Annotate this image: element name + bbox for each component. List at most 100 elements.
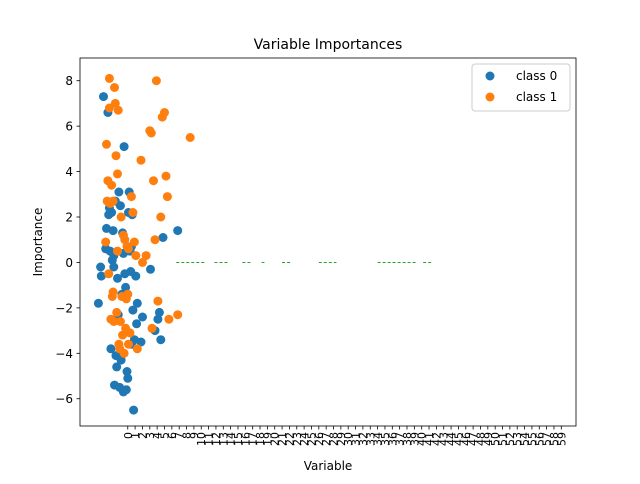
point-class0 [106, 344, 116, 354]
axes-frame [79, 57, 577, 427]
point-class1 [162, 192, 172, 202]
point-class0 [131, 271, 141, 281]
point-class1 [160, 108, 169, 117]
x-tick-label: 45 [452, 432, 465, 446]
y-tick-label: 0 [65, 256, 73, 270]
point-class1 [147, 323, 157, 333]
x-tick-label: 46 [460, 432, 473, 446]
point-class1 [138, 257, 147, 267]
x-tick-label: 54 [519, 432, 532, 446]
x-tick-label: 22 [283, 432, 296, 446]
y-tick-label: 8 [65, 74, 73, 88]
point-class0 [121, 282, 131, 292]
x-tick-label: 2 [136, 432, 149, 439]
point-class1 [149, 176, 158, 186]
point-class0 [119, 142, 129, 152]
point-class0 [123, 373, 133, 383]
point-class0 [132, 319, 142, 329]
x-tick-label: 39 [408, 432, 421, 446]
point-class1 [113, 105, 123, 115]
point-class0 [136, 337, 146, 347]
y-axis-label: Importance [31, 208, 45, 277]
point-class1 [104, 73, 114, 83]
point-class0 [122, 367, 132, 376]
point-class1 [151, 76, 161, 86]
x-tick-label: 55 [526, 432, 539, 446]
x-tick-label: 37 [394, 432, 407, 446]
x-tick-label: 28 [328, 432, 341, 446]
x-tick-label: 19 [261, 432, 274, 446]
x-tick-label: 16 [239, 432, 252, 446]
legend: class 0 class 1 [471, 63, 571, 112]
point-class0 [107, 208, 117, 217]
point-class0 [109, 262, 119, 272]
point-class0 [128, 305, 138, 315]
x-tick-label: 34 [372, 432, 385, 446]
point-class1 [132, 344, 142, 354]
point-class1 [101, 237, 111, 247]
point-class1 [185, 133, 195, 142]
x-tick-label: 51 [497, 432, 510, 446]
x-tick-label: 50 [489, 432, 502, 446]
legend-marker-class0 [485, 71, 495, 81]
point-class1 [153, 296, 163, 306]
x-tick-label: 26 [313, 432, 326, 446]
point-class1 [119, 348, 129, 358]
x-tick-label: 9 [188, 432, 201, 439]
point-class1 [116, 212, 126, 222]
point-class1 [110, 83, 119, 92]
x-tick-label: 23 [291, 432, 304, 446]
points-layer [93, 73, 195, 415]
x-tick-label: 25 [305, 432, 318, 446]
point-class1 [123, 289, 133, 299]
legend-label-class1: class 1 [516, 90, 557, 104]
x-tick-label: 24 [298, 432, 311, 446]
point-class1 [131, 251, 141, 261]
point-class1 [113, 246, 122, 256]
x-tick-label: 11 [203, 432, 216, 446]
x-tick-label: 48 [474, 432, 487, 446]
point-class0 [138, 312, 147, 322]
x-tick-label: 44 [445, 432, 458, 446]
point-class1 [109, 317, 119, 326]
point-class1 [110, 98, 120, 108]
x-tick-label: 58 [548, 432, 561, 446]
x-tick-label: 49 [482, 432, 495, 446]
legend-label-class0: class 0 [516, 69, 557, 83]
x-tick-label: 5 [159, 432, 172, 439]
x-tick-label: 29 [335, 432, 348, 446]
point-class1 [164, 314, 174, 324]
x-tick-label: 38 [401, 432, 414, 446]
point-class0 [114, 187, 124, 197]
point-class0 [108, 226, 118, 236]
point-class0 [113, 273, 122, 283]
point-class1 [126, 192, 136, 202]
x-tick-label: 27 [320, 432, 333, 446]
point-class1 [108, 287, 118, 297]
point-class0 [116, 355, 126, 365]
point-class0 [121, 385, 131, 395]
point-class0 [158, 233, 168, 242]
point-class1 [108, 196, 118, 206]
point-class1 [124, 339, 133, 349]
x-tick-label: 7 [173, 432, 186, 439]
legend-box [471, 63, 571, 112]
point-class0 [129, 405, 139, 415]
x-tick-label: 33 [364, 432, 377, 446]
point-class0 [154, 307, 164, 317]
point-class1 [120, 235, 130, 245]
x-tick-label: 35 [379, 432, 392, 446]
y-tick-label: 4 [65, 165, 73, 179]
y-tick-label: −4 [55, 347, 73, 361]
point-class1 [141, 251, 151, 261]
point-class1 [146, 128, 156, 138]
x-tick-label: 40 [416, 432, 429, 446]
point-class1 [104, 269, 114, 279]
x-tick-label: 21 [276, 432, 289, 446]
point-class0 [173, 226, 183, 236]
point-class0 [153, 314, 163, 324]
x-tick-label: 47 [467, 432, 480, 446]
x-tick-label: 3 [144, 432, 157, 439]
